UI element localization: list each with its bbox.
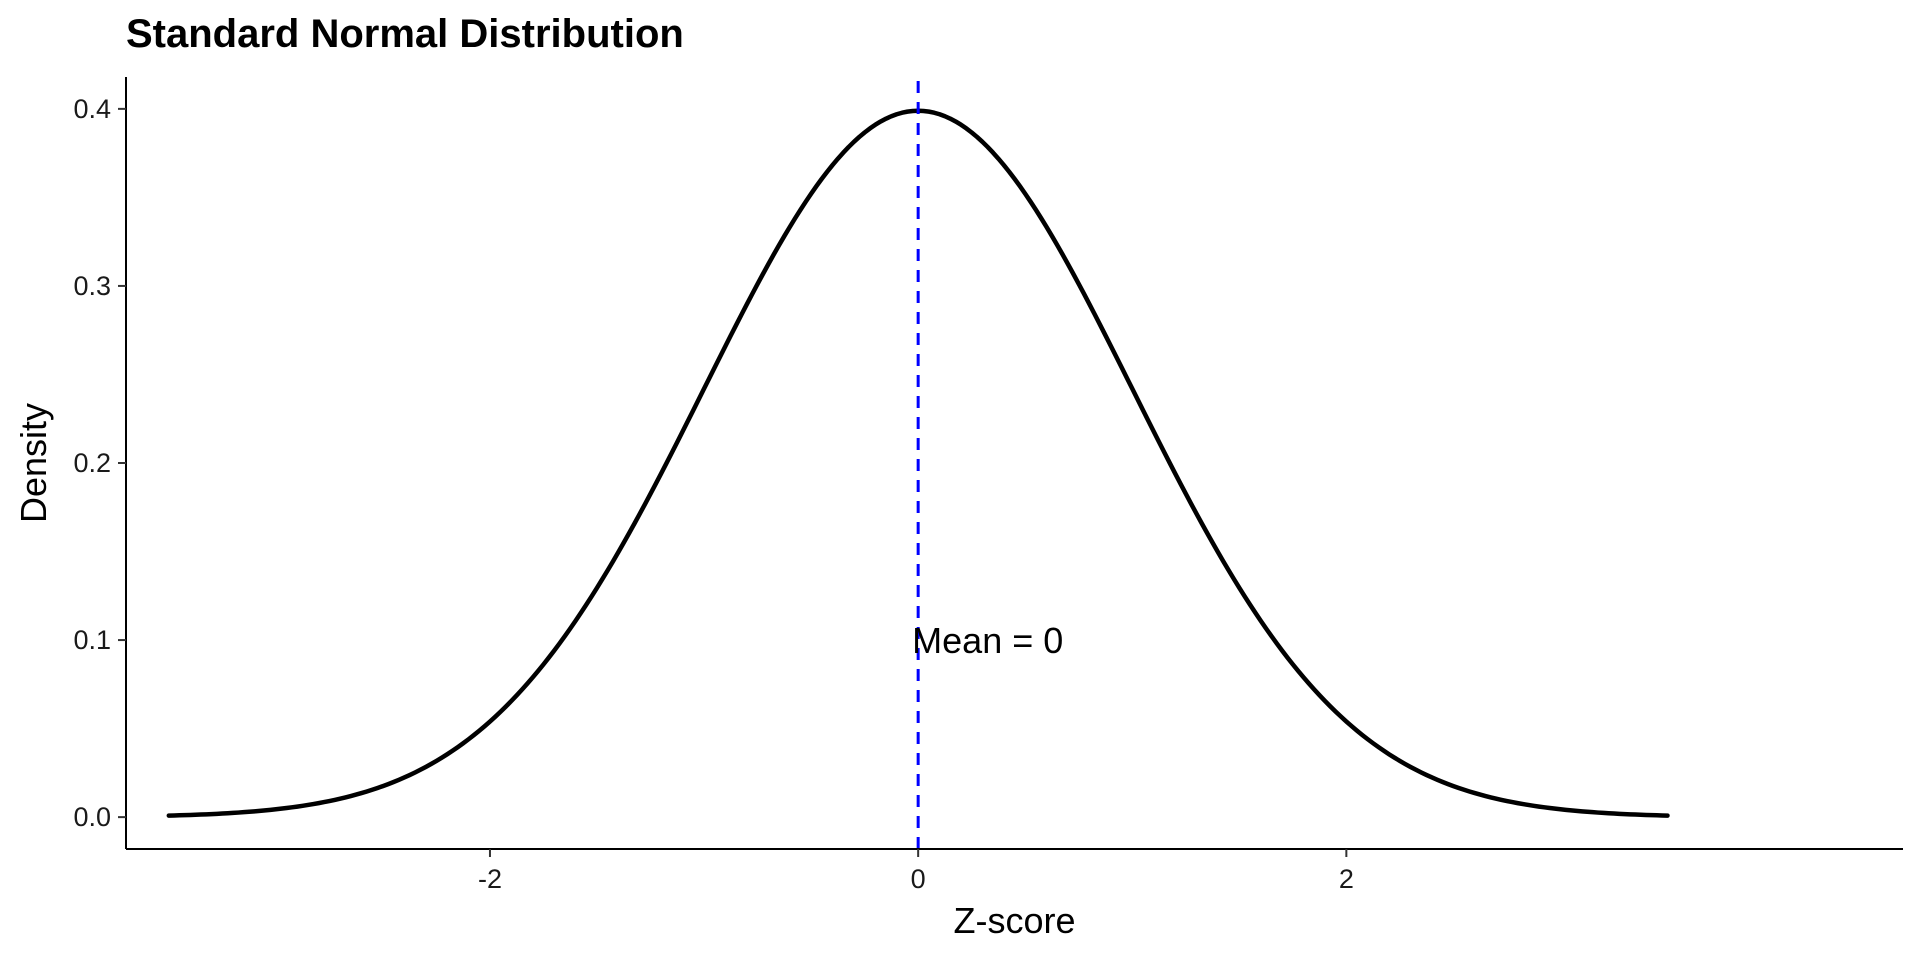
y-tick-label: 0.4	[73, 94, 111, 124]
y-tick-label: 0.1	[73, 625, 111, 655]
mean-annotation: Mean = 0	[912, 620, 1063, 661]
axes: -2 0 2 0.0 0.1 0.2 0.3 0.4	[73, 77, 1903, 894]
y-tick-label: 0.0	[73, 802, 111, 832]
x-tick-label: -2	[478, 864, 502, 894]
x-tick-label: 0	[911, 864, 926, 894]
y-tick-label: 0.3	[73, 271, 111, 301]
y-axis-title: Density	[13, 403, 54, 523]
plot-area: Mean = 0	[166, 81, 1670, 849]
chart-title: Standard Normal Distribution	[126, 12, 684, 56]
x-tick-label: 2	[1339, 864, 1354, 894]
x-axis-title: Z-score	[953, 900, 1075, 941]
y-tick-label: 0.2	[73, 448, 111, 478]
